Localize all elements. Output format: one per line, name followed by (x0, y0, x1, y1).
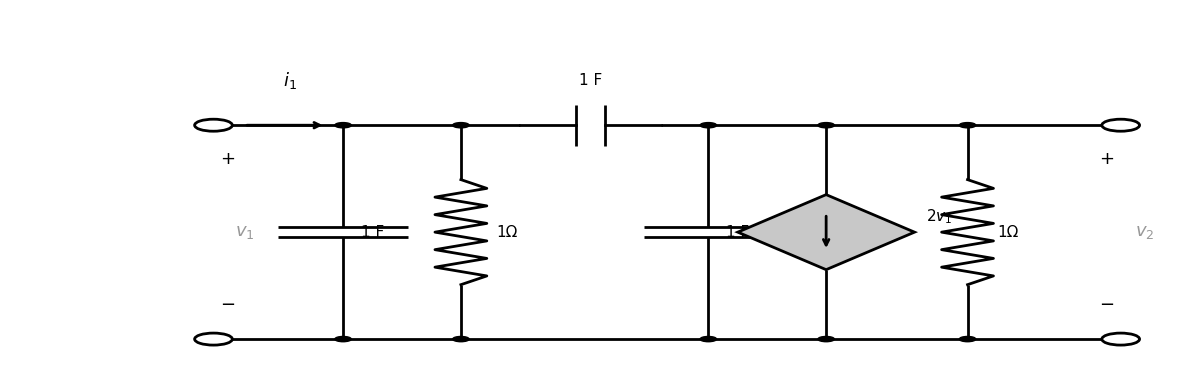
Circle shape (452, 336, 469, 342)
Circle shape (818, 122, 835, 128)
Circle shape (959, 122, 976, 128)
Circle shape (818, 336, 835, 342)
Text: 1 F: 1 F (726, 225, 749, 240)
Circle shape (335, 336, 351, 342)
Text: −: − (220, 296, 235, 314)
Text: 1Ω: 1Ω (997, 225, 1018, 240)
Text: −: − (1100, 296, 1114, 314)
Polygon shape (738, 195, 914, 270)
Text: $v_1$: $v_1$ (235, 223, 255, 241)
Circle shape (1102, 119, 1140, 131)
Text: +: + (1100, 150, 1114, 168)
Circle shape (452, 122, 469, 128)
Circle shape (195, 333, 233, 345)
Circle shape (335, 122, 351, 128)
Text: $i_1$: $i_1$ (283, 70, 296, 91)
Text: 1 F: 1 F (360, 225, 384, 240)
Text: +: + (220, 150, 235, 168)
Text: $v_2$: $v_2$ (1135, 223, 1154, 241)
Circle shape (700, 122, 717, 128)
Circle shape (959, 336, 976, 342)
Circle shape (700, 336, 717, 342)
Circle shape (1102, 333, 1140, 345)
Text: $2v_1$: $2v_1$ (926, 208, 953, 226)
Circle shape (195, 119, 233, 131)
Text: 1 F: 1 F (579, 73, 602, 88)
Text: 1Ω: 1Ω (496, 225, 517, 240)
